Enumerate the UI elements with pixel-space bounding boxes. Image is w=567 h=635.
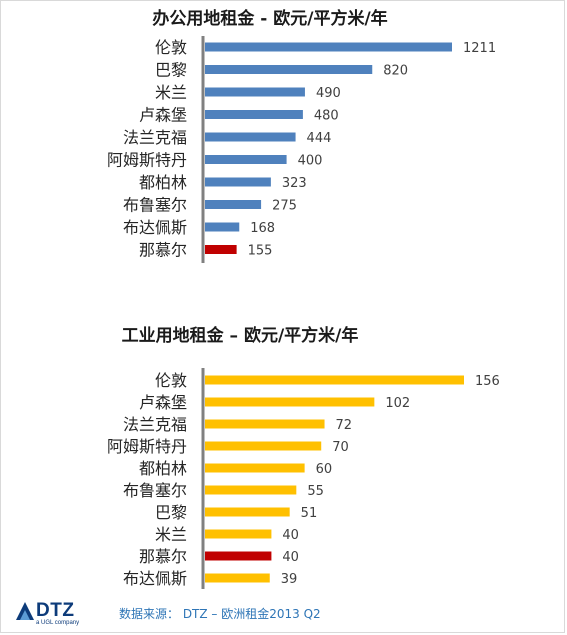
bar [205, 573, 270, 583]
category-label: 布达佩斯 [123, 218, 187, 237]
bar [205, 529, 272, 539]
office-chart-title: 办公用地租金 - 欧元/平方米/年 [152, 8, 387, 29]
category-label: 阿姆斯特丹 [107, 437, 187, 456]
value-label: 55 [307, 484, 324, 499]
value-label: 820 [383, 64, 408, 79]
category-label: 法兰克福 [123, 128, 187, 147]
category-label: 布达佩斯 [123, 569, 187, 588]
bar [205, 397, 375, 407]
bar [205, 485, 297, 495]
value-label: 490 [316, 86, 341, 101]
category-label: 伦敦 [155, 371, 187, 390]
category-label: 都柏林 [139, 173, 187, 192]
bar [205, 245, 237, 254]
bar [205, 507, 290, 517]
value-label: 480 [314, 109, 339, 124]
bar [205, 87, 305, 97]
category-label: 那慕尔 [139, 547, 187, 566]
bar [205, 551, 272, 561]
category-label: 那慕尔 [139, 241, 187, 260]
office-rent-chart: 办公用地租金 - 欧元/平方米/年伦敦 1211 巴黎 820 米兰 490 卢森堡 480 法… [107, 8, 496, 263]
bar [205, 110, 303, 119]
footer: DTZ a UGL company 数据来源： DTZ – 欧洲租金2013 Q… [14, 600, 554, 630]
value-label: 40 [282, 550, 299, 565]
value-label: 60 [316, 462, 333, 477]
category-label: 伦敦 [155, 38, 187, 57]
bar [205, 375, 464, 385]
bar [205, 463, 305, 473]
value-label: 72 [336, 418, 353, 433]
bar [205, 200, 262, 209]
category-label: 米兰 [155, 525, 187, 544]
dtz-logo: DTZ a UGL company [14, 600, 104, 630]
dtz-logo-text: DTZ [36, 600, 75, 621]
value-label: 323 [282, 176, 307, 191]
bar [205, 65, 373, 74]
value-label: 275 [272, 199, 297, 214]
bar [205, 42, 452, 52]
rent-charts: 办公用地租金 - 欧元/平方米/年伦敦 1211 巴黎 820 米兰 490 卢森堡 480 法… [107, 8, 500, 589]
industrial-rent-chart: 工业用地租金 – 欧元/平方米/年伦敦 156 卢森堡 102 法兰克福 72 阿姆斯特丹 7… [107, 325, 500, 589]
value-label: 40 [282, 528, 299, 543]
category-label: 卢森堡 [139, 393, 187, 412]
value-label: 444 [307, 131, 332, 146]
category-label: 都柏林 [139, 459, 187, 478]
value-label: 400 [298, 154, 323, 169]
value-label: 155 [248, 244, 273, 259]
bar [205, 177, 271, 187]
value-label: 156 [475, 374, 500, 389]
bar [205, 132, 296, 142]
category-label: 布鲁塞尔 [123, 196, 187, 215]
value-label: 168 [250, 221, 275, 236]
industrial-chart-title: 工业用地租金 – 欧元/平方米/年 [122, 325, 359, 346]
category-label: 卢森堡 [139, 106, 187, 125]
value-label: 1211 [463, 41, 496, 56]
value-label: 102 [385, 396, 410, 411]
bar [205, 441, 322, 451]
bar [205, 222, 240, 232]
category-label: 米兰 [155, 83, 187, 102]
value-label: 51 [301, 506, 318, 521]
category-label: 巴黎 [155, 503, 187, 522]
bar [205, 419, 325, 429]
value-label: 39 [281, 572, 298, 587]
dtz-logo-subtext: a UGL company [36, 620, 80, 626]
category-label: 阿姆斯特丹 [107, 151, 187, 170]
category-label: 巴黎 [155, 61, 187, 80]
data-source-note: 数据来源： DTZ – 欧洲租金2013 Q2 [119, 607, 321, 621]
dtz-logo-mark-icon [16, 602, 34, 620]
category-label: 布鲁塞尔 [123, 481, 187, 500]
value-label: 70 [332, 440, 349, 455]
category-label: 法兰克福 [123, 415, 187, 434]
bar [205, 155, 287, 164]
